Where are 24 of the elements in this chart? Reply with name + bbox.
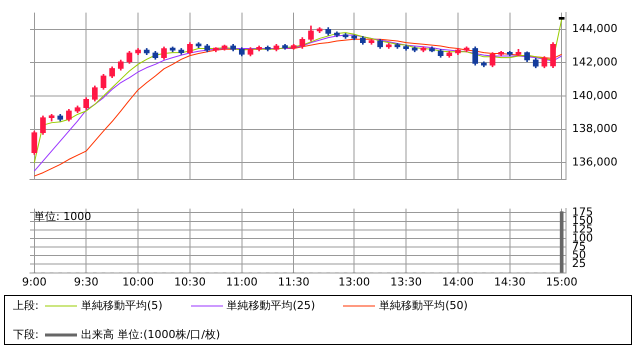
legend-title: 下段: [13,327,40,342]
x-tick-label: 9:00 [22,275,47,288]
legend-label: 出来高 単位:(1000株/口/枚) [81,327,220,342]
x-tick-label: 11:30 [278,275,310,288]
x-tick-label: 10:00 [122,275,154,288]
x-tick-label: 14:00 [442,275,474,288]
x-tick-label: 9:30 [74,275,99,288]
x-tick-label: 13:30 [390,275,422,288]
x-tick-label: 15:00 [546,275,578,288]
legend-label: 単純移動平均(25) [226,298,316,313]
annotation: 単位: 1000 [34,210,92,223]
x-tick-label: 13:00 [338,275,370,288]
y-tick-label: 140,000 [572,88,618,102]
y-tick-label: 142,000 [572,56,618,68]
legend-label: 単純移動平均(50) [379,298,468,313]
legend-title: 上段: [13,298,40,313]
y-tick-label: 144,000 [572,22,618,36]
y-tick-label: 138,000 [572,122,618,136]
y-tick-label: 25 [572,257,586,270]
x-tick-label: 11:00 [226,275,258,288]
y-tick-label: 136,000 [572,156,618,169]
x-tick-label: 14:30 [494,275,526,288]
x-tick-label: 10:30 [174,275,206,288]
legend-label: 単純移動平均(5) [81,298,163,313]
